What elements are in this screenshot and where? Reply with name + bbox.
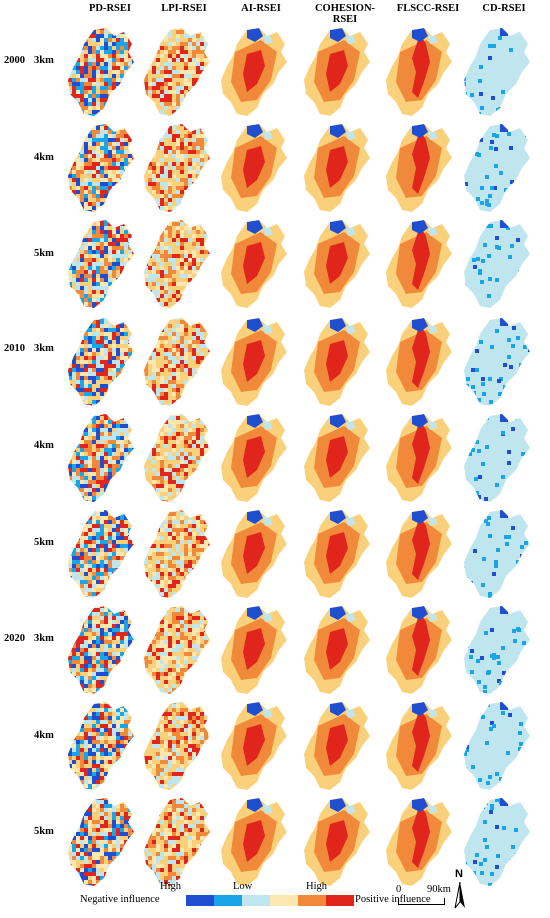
map-panel [460,504,538,604]
map-panel [460,792,538,892]
map-panel [460,214,538,314]
map-panel [217,22,295,122]
scale-label-2000-3km: 3km [34,55,54,66]
map-panel [300,22,378,122]
map-panel [64,408,142,508]
scalebar-line [398,898,445,905]
map-panel [140,312,218,412]
map-panel [300,504,378,604]
legend-negative-label: Negative influence [80,894,160,905]
map-panel [140,408,218,508]
map-panel [140,792,218,892]
legend-swatch-orange [298,895,326,906]
scale-label-2010-5km: 5km [34,537,54,548]
map-panel [460,696,538,796]
scale-label-2000-4km: 4km [34,152,54,163]
map-panel [217,408,295,508]
map-panel [300,312,378,412]
column-header-lpi: LPI-RSEI [161,3,207,14]
year-label-2020: 2020 [4,633,25,644]
column-header-flscc: FLSCC-RSEI [396,3,460,14]
scalebar-unit: km [437,884,451,895]
map-panel [382,118,460,218]
column-header-cd: CD-RSEI [482,3,526,14]
map-panel [217,312,295,412]
map-panel [140,22,218,122]
map-panel [382,22,460,122]
year-label-2000: 2000 [4,55,25,66]
map-panel [64,312,142,412]
scale-label-2010-3km: 3km [34,343,54,354]
map-panel [64,504,142,604]
legend-swatch-light-blue [242,895,270,906]
legend-high-right: High [306,881,327,892]
map-panel [140,214,218,314]
map-panel [217,600,295,700]
map-panel [140,600,218,700]
map-panel [64,792,142,892]
north-arrow-icon [454,881,465,909]
map-panel [64,214,142,314]
map-panel [140,696,218,796]
map-panel [217,696,295,796]
map-panel [382,696,460,796]
map-panel [300,600,378,700]
map-panel [382,312,460,412]
map-panel [382,214,460,314]
scale-label-2000-5km: 5km [34,248,54,259]
map-panel [64,600,142,700]
map-panel [217,792,295,892]
scale-label-2020-3km: 3km [34,633,54,644]
scalebar-value: 90 [427,884,438,895]
map-panel [382,600,460,700]
column-header-cohesion: COHESION-RSEI [314,3,376,25]
map-panel [217,214,295,314]
legend-positive-label: Positive influence [355,894,431,905]
map-panel [64,696,142,796]
legend-swatch-red [326,895,354,906]
legend-swatch-blue [214,895,242,906]
map-panel [140,118,218,218]
north-label: N [455,868,463,880]
map-panel [382,792,460,892]
scale-label-2020-4km: 4km [34,730,54,741]
legend-swatch-dark-blue [186,895,214,906]
column-header-pd: PD-RSEI [88,3,131,14]
map-panel [460,118,538,218]
legend: High Low High Negative influence Positiv… [0,881,550,918]
map-panel [300,408,378,508]
map-panel [300,792,378,892]
legend-swatch-pale-yellow [270,895,298,906]
map-panel [382,504,460,604]
map-panel [300,696,378,796]
scalebar-zero: 0 [396,884,402,895]
map-panel [460,22,538,122]
legend-high-left: High [160,881,181,892]
column-header-ai: AI-RSEI [241,3,281,14]
map-panel [140,504,218,604]
scale-label-2010-4km: 4km [34,440,54,451]
map-panel [217,118,295,218]
map-panel [217,504,295,604]
map-panel [300,118,378,218]
map-panel [460,312,538,412]
year-label-2010: 2010 [4,343,25,354]
legend-low: Low [233,881,253,892]
map-panel [382,408,460,508]
map-panel [300,214,378,314]
scale-label-2020-5km: 5km [34,826,54,837]
map-panel [460,408,538,508]
scalebar-distance: 90km [427,884,451,895]
map-panel [64,22,142,122]
map-panel [460,600,538,700]
map-panel [64,118,142,218]
